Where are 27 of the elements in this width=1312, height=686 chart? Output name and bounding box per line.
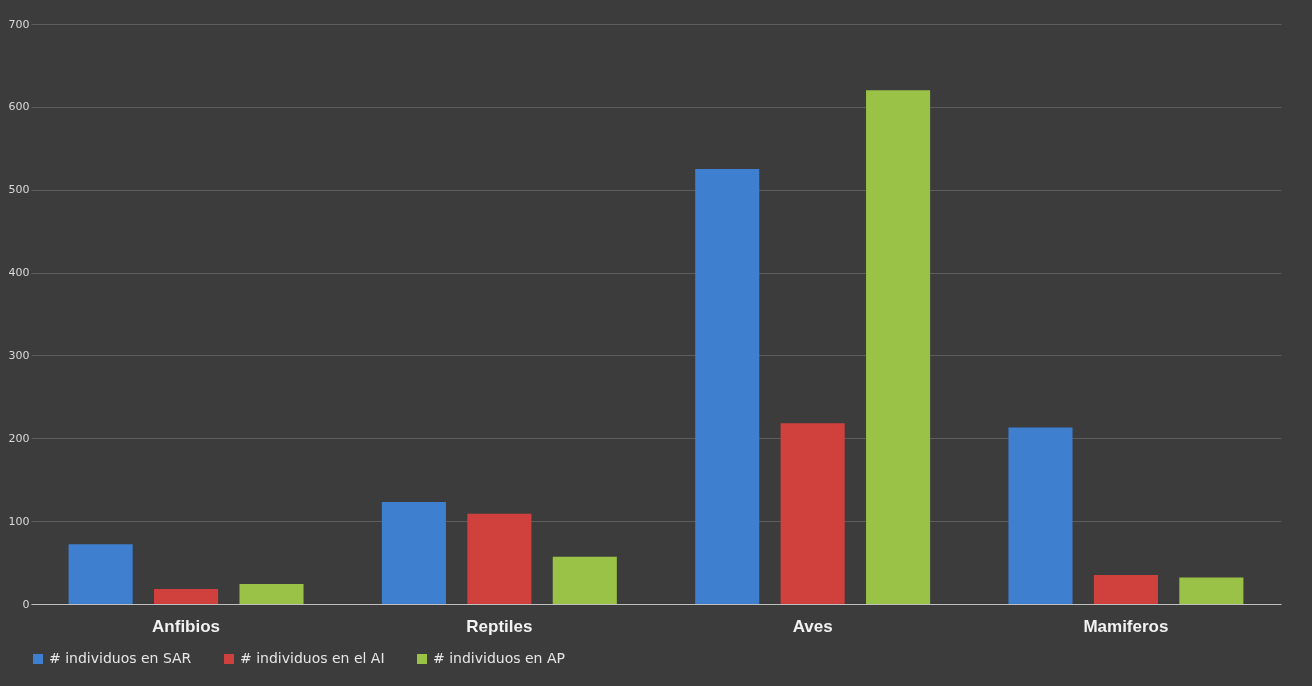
bar (239, 584, 304, 604)
y-tick-label: 0 (22, 597, 30, 611)
bar (1008, 427, 1073, 604)
bar (1093, 575, 1158, 604)
y-tick-label: 600 (8, 100, 30, 114)
bar (695, 169, 760, 604)
bar (467, 513, 532, 604)
x-tick-label: Reptiles (466, 616, 533, 636)
legend-label: # individuos en el AI (240, 650, 385, 666)
bar (780, 423, 845, 604)
x-tick-label: Anfibios (152, 616, 221, 636)
y-tick-label: 400 (8, 266, 30, 280)
y-tick-label: 200 (8, 431, 30, 445)
bar (154, 589, 219, 604)
x-tick-label: Aves (792, 616, 833, 636)
x-tick-label: Mamiferos (1083, 616, 1169, 636)
bar (1179, 577, 1244, 604)
bar (552, 556, 617, 604)
bar (381, 502, 446, 604)
bar (68, 544, 133, 604)
y-tick-label: 300 (8, 348, 30, 362)
y-tick-label: 500 (8, 183, 30, 197)
y-tick-label: 700 (8, 17, 30, 31)
legend-label: # individuos en SAR (49, 650, 192, 666)
y-tick-label: 100 (8, 514, 30, 528)
legend-label: # individuos en AP (433, 650, 565, 666)
bar (866, 90, 931, 604)
